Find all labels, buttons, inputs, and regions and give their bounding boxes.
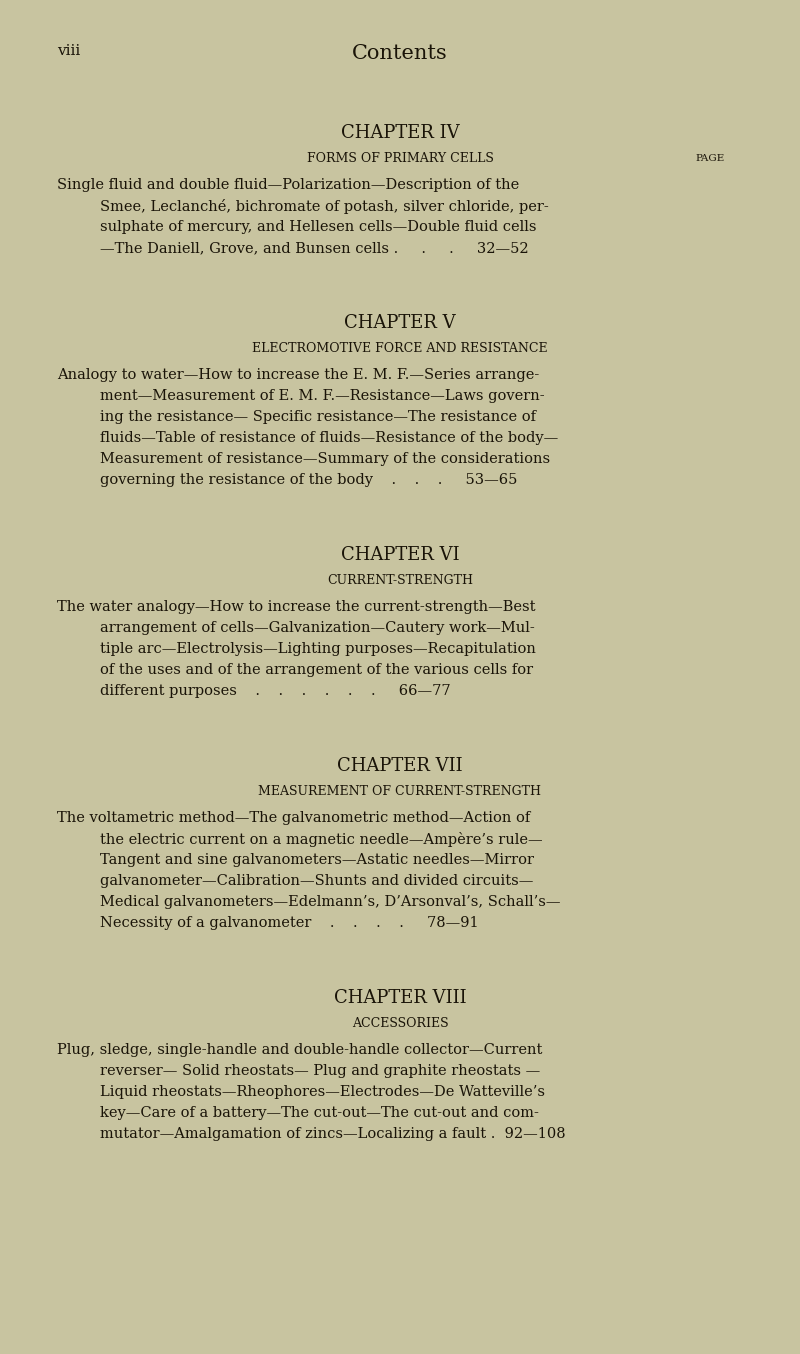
Text: The voltametric method—The galvanometric method—Action of: The voltametric method—The galvanometric…	[57, 811, 530, 825]
Text: Smee, Leclanché, bichromate of potash, silver chloride, per-: Smee, Leclanché, bichromate of potash, …	[100, 199, 549, 214]
Text: CHAPTER V: CHAPTER V	[344, 314, 456, 332]
Text: Plug, sledge, single-handle and double-handle collector—Current: Plug, sledge, single-handle and double-h…	[57, 1043, 542, 1057]
Text: CHAPTER VIII: CHAPTER VIII	[334, 988, 466, 1007]
Text: fluids—Table of resistance of fluids—Resistance of the body—: fluids—Table of resistance of fluids—Res…	[100, 431, 558, 445]
Text: mutator—Amalgamation of zincs—Localizing a fault .  92—108: mutator—Amalgamation of zincs—Localizing…	[100, 1127, 566, 1141]
Text: Single fluid and double fluid—Polarization—Description of the: Single fluid and double fluid—Polarizati…	[57, 177, 519, 192]
Text: Liquid rheostats—Rheophores—Electrodes—De Watteville’s: Liquid rheostats—Rheophores—Electrodes—D…	[100, 1085, 545, 1099]
Text: different purposes    .    .    .    .    .    .     66—77: different purposes . . . . . . 66—77	[100, 684, 450, 699]
Text: of the uses and of the arrangement of the various cells for: of the uses and of the arrangement of th…	[100, 663, 533, 677]
Text: CURRENT-STRENGTH: CURRENT-STRENGTH	[327, 574, 473, 588]
Text: MEASUREMENT OF CURRENT-STRENGTH: MEASUREMENT OF CURRENT-STRENGTH	[258, 785, 542, 798]
Text: ment—Measurement of E. M. F.—Resistance—Laws govern-: ment—Measurement of E. M. F.—Resistance—…	[100, 389, 545, 403]
Text: CHAPTER IV: CHAPTER IV	[341, 125, 459, 142]
Text: the electric current on a magnetic needle—Ampère’s rule—: the electric current on a magnetic needl…	[100, 831, 542, 848]
Text: ELECTROMOTIVE FORCE AND RESISTANCE: ELECTROMOTIVE FORCE AND RESISTANCE	[252, 343, 548, 355]
Text: Analogy to water—How to increase the E. M. F.—Series arrange-: Analogy to water—How to increase the E. …	[57, 368, 539, 382]
Text: —The Daniell, Grove, and Bunsen cells .     .     .     32—52: —The Daniell, Grove, and Bunsen cells . …	[100, 241, 529, 255]
Text: ing the resistance— Specific resistance—The resistance of: ing the resistance— Specific resistance—…	[100, 410, 536, 424]
Text: governing the resistance of the body    .    .    .     53—65: governing the resistance of the body . .…	[100, 473, 518, 487]
Text: arrangement of cells—Galvanization—Cautery work—Mul-: arrangement of cells—Galvanization—Caute…	[100, 621, 534, 635]
Text: ACCESSORIES: ACCESSORIES	[352, 1017, 448, 1030]
Text: reverser— Solid rheostats— Plug and graphite rheostats —: reverser— Solid rheostats— Plug and grap…	[100, 1064, 540, 1078]
Text: galvanometer—Calibration—Shunts and divided circuits—: galvanometer—Calibration—Shunts and divi…	[100, 873, 534, 888]
Text: Contents: Contents	[352, 43, 448, 64]
Text: Tangent and sine galvanometers—Astatic needles—Mirror: Tangent and sine galvanometers—Astatic n…	[100, 853, 534, 867]
Text: FORMS OF PRIMARY CELLS: FORMS OF PRIMARY CELLS	[306, 152, 494, 165]
Text: key—Care of a battery—The cut-out—The cut-out and com-: key—Care of a battery—The cut-out—The cu…	[100, 1106, 539, 1120]
Text: Medical galvanometers—Edelmann’s, D’Arsonval’s, Schall’s—: Medical galvanometers—Edelmann’s, D’Arso…	[100, 895, 561, 909]
Text: CHAPTER VI: CHAPTER VI	[341, 546, 459, 565]
Text: tiple arc—Electrolysis—Lighting purposes—Recapitulation: tiple arc—Electrolysis—Lighting purposes…	[100, 642, 536, 655]
Text: The water analogy—How to increase the current-strength—Best: The water analogy—How to increase the cu…	[57, 600, 535, 613]
Text: viii: viii	[57, 43, 80, 58]
Text: sulphate of mercury, and Hellesen cells—Double fluid cells: sulphate of mercury, and Hellesen cells—…	[100, 219, 537, 234]
Text: CHAPTER VII: CHAPTER VII	[337, 757, 463, 774]
Text: Measurement of resistance—Summary of the considerations: Measurement of resistance—Summary of the…	[100, 452, 550, 466]
Text: Necessity of a galvanometer    .    .    .    .     78—91: Necessity of a galvanometer . . . . 78—9…	[100, 917, 478, 930]
Text: PAGE: PAGE	[695, 154, 724, 162]
